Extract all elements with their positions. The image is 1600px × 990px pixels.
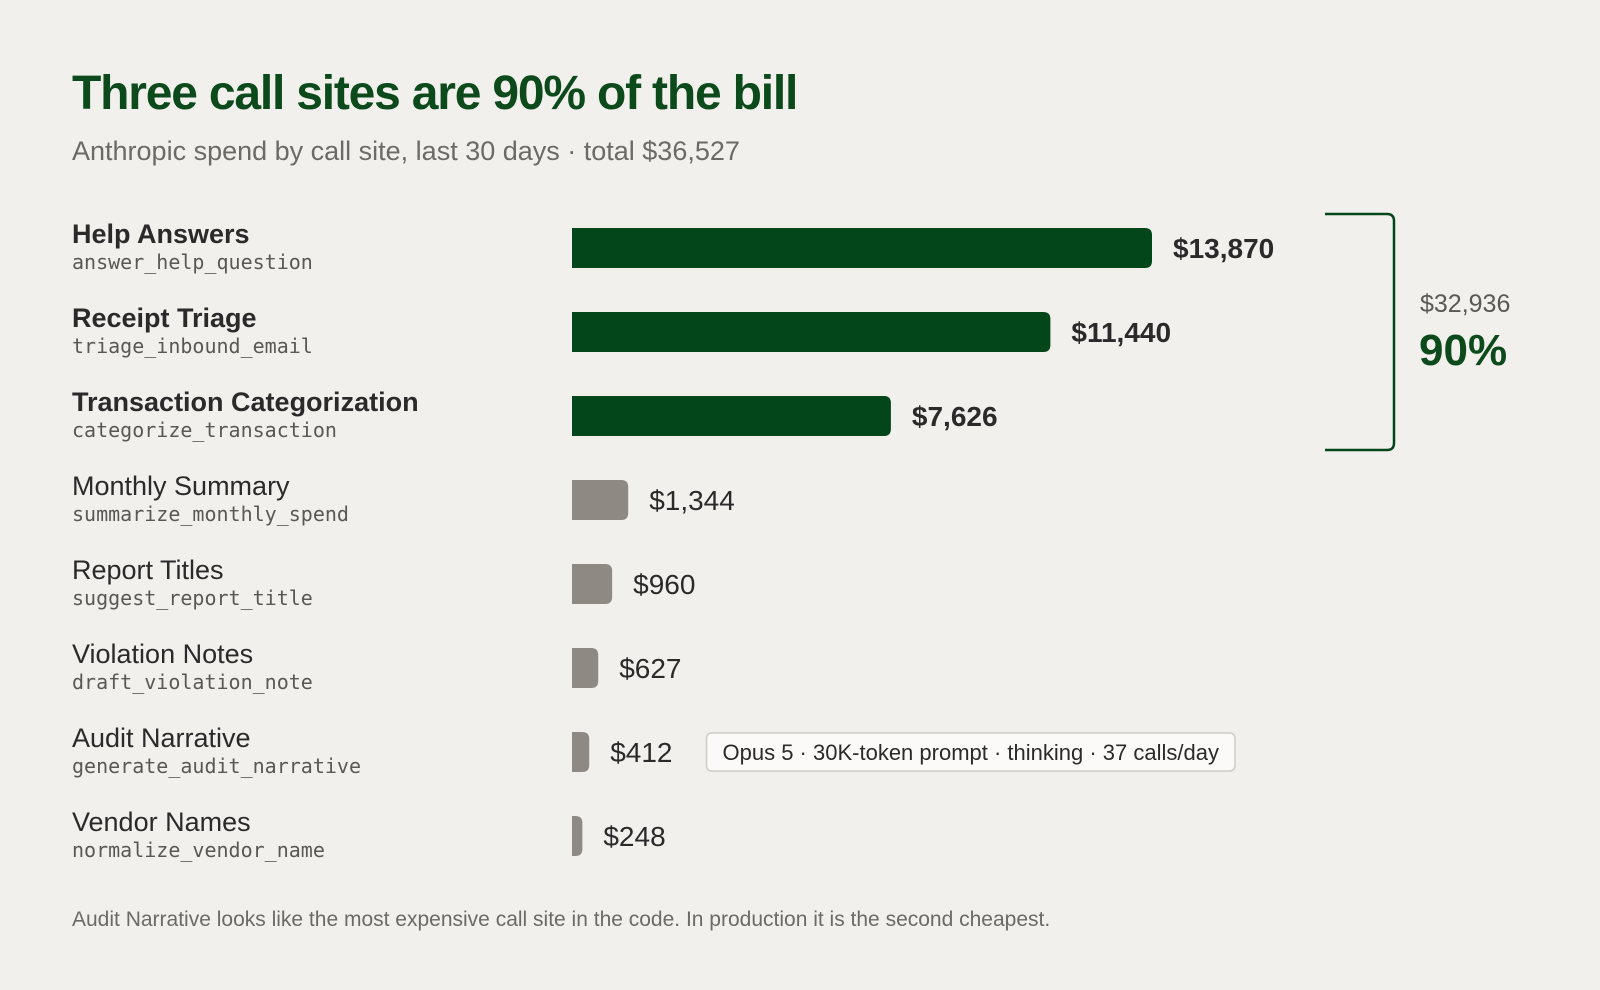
- value-label: $1,344: [649, 485, 735, 516]
- bar: [572, 228, 1152, 268]
- value-label: $412: [610, 737, 672, 768]
- annotation-box: [705, 732, 1236, 772]
- value-label: $7,626: [912, 401, 998, 432]
- call-site-name: suggest_report_title: [72, 586, 313, 610]
- value-label: $248: [603, 821, 665, 852]
- annotation-text: Opus 5 · 30K-token prompt · thinking · 3…: [723, 740, 1219, 765]
- chart-title: Three call sites are 90% of the bill: [72, 67, 798, 120]
- bar: [572, 480, 629, 520]
- call-site-name: triage_inbound_email: [72, 334, 313, 358]
- chart-footnote: Audit Narrative looks like the most expe…: [72, 908, 1051, 931]
- bar: [572, 648, 599, 688]
- call-site-name: normalize_vendor_name: [72, 838, 325, 862]
- value-label: $627: [619, 653, 681, 684]
- bar: [572, 312, 1051, 352]
- category-label: Monthly Summary: [72, 471, 290, 501]
- bar: [572, 396, 891, 436]
- call-site-name: draft_violation_note: [72, 670, 313, 694]
- category-label: Violation Notes: [72, 639, 253, 669]
- bar: [572, 564, 613, 604]
- category-label: Report Titles: [72, 555, 224, 585]
- value-label: $960: [633, 569, 695, 600]
- category-label: Help Answers: [72, 219, 250, 249]
- category-label: Receipt Triage: [72, 303, 257, 333]
- bracket-percent-label: 90%: [1419, 326, 1507, 375]
- bracket-total-label: $32,936: [1420, 290, 1510, 318]
- category-label: Vendor Names: [72, 807, 251, 837]
- call-site-name: summarize_monthly_spend: [72, 502, 349, 526]
- bar: [572, 816, 583, 856]
- call-site-name: categorize_transaction: [72, 418, 337, 442]
- call-site-name: answer_help_question: [72, 250, 313, 274]
- value-label: $11,440: [1071, 317, 1171, 348]
- group-bracket: [1325, 212, 1396, 452]
- value-label: $13,870: [1173, 233, 1274, 264]
- call-site-name: generate_audit_narrative: [72, 754, 361, 778]
- chart-subtitle: Anthropic spend by call site, last 30 da…: [72, 136, 740, 166]
- bar: [572, 732, 590, 772]
- category-label: Transaction Categorization: [72, 387, 419, 417]
- category-label: Audit Narrative: [72, 723, 251, 753]
